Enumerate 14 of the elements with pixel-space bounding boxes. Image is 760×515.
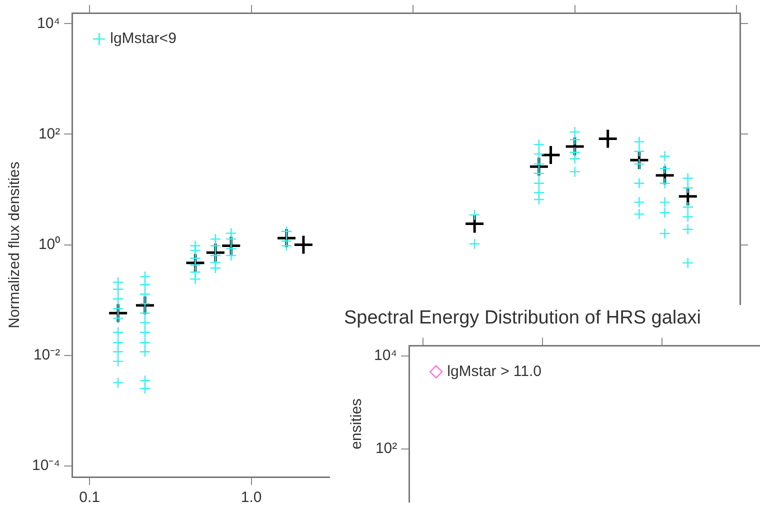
y-tick-label: 10⁰ bbox=[38, 236, 60, 253]
x-tick-label: 1.0 bbox=[240, 489, 262, 506]
y-tick-label: 10⁻² bbox=[33, 346, 60, 364]
x-tick-label: 0.1 bbox=[79, 489, 100, 506]
y-tick-label: 10⁻⁴ bbox=[32, 457, 60, 474]
annotation: 10² bbox=[375, 440, 398, 458]
y-tick-label: 10² bbox=[38, 125, 60, 142]
annotation: 10⁴ bbox=[374, 347, 398, 364]
y-tick-label: 10⁴ bbox=[36, 14, 60, 32]
text: Spectral Energy Distribution of HRS galaxi bbox=[344, 308, 701, 329]
legend-label: lgMstar > 11.0 bbox=[447, 362, 542, 380]
legend-label: lgMstar<9 bbox=[110, 30, 176, 48]
y-axis-title: Normalized flux densities bbox=[6, 162, 24, 328]
text: ensities bbox=[348, 398, 366, 450]
